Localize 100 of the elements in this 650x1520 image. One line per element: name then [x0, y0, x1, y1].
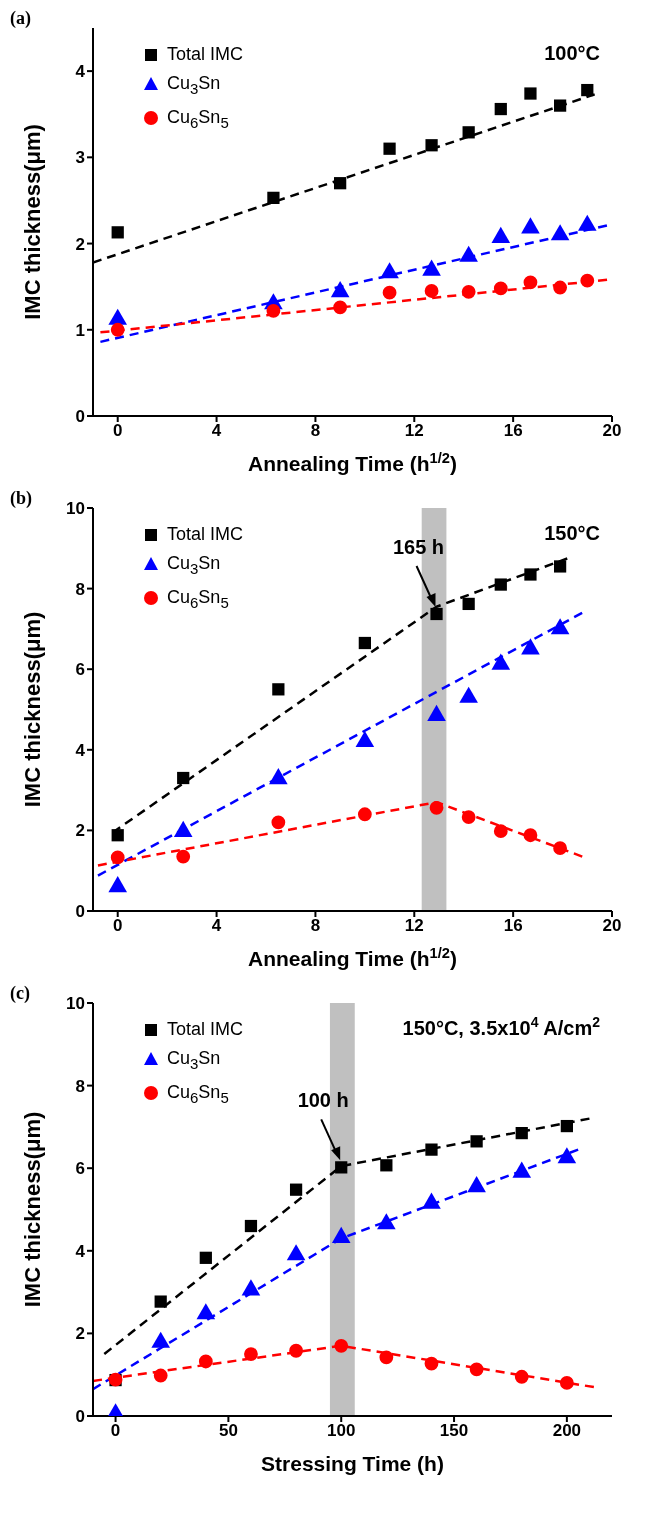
- point: [244, 1219, 258, 1233]
- legend-label: Cu$_{6}$Sn$_{5}$: [167, 1081, 229, 1106]
- point: [560, 1119, 573, 1133]
- annotation: 150°C: [544, 522, 600, 544]
- legend-label: Cu$_{3}$Sn: [167, 1048, 221, 1072]
- x-axis-title: Annealing Time (h$^{1/2}$): [247, 450, 458, 475]
- x-tick-label: 20: [602, 421, 622, 441]
- y-tick-label: 2: [75, 1324, 85, 1344]
- x-tick-label: 8: [310, 421, 321, 441]
- y-tick-label: 4: [75, 62, 86, 82]
- y-tick-label: 0: [75, 1407, 85, 1427]
- point: [198, 1354, 213, 1369]
- point: [523, 275, 538, 290]
- y-axis-title: IMC thickness(μm): [20, 124, 45, 320]
- point: [111, 829, 124, 842]
- point: [553, 841, 568, 856]
- x-tick-label: 12: [404, 421, 424, 441]
- x-tick-label: 4: [211, 421, 222, 441]
- point: [177, 771, 190, 785]
- y-tick-label: 0: [75, 902, 85, 922]
- x-tick-label: 20: [602, 916, 622, 936]
- point: [176, 849, 191, 864]
- legend-label: Total IMC: [167, 1019, 244, 1039]
- point: [289, 1183, 303, 1196]
- annotation: 100°C: [544, 42, 600, 64]
- legend-label: Total IMC: [167, 44, 244, 64]
- point: [493, 281, 508, 296]
- y-tick-label: 2: [75, 234, 85, 254]
- point: [199, 1251, 212, 1264]
- x-axis-title: Annealing Time (h$^{1/2}$): [247, 945, 458, 970]
- point: [429, 800, 444, 815]
- point: [111, 226, 124, 239]
- point: [335, 1161, 348, 1174]
- chart-title: (c): [10, 983, 30, 1004]
- y-tick-label: 4: [75, 1241, 86, 1261]
- y-tick-label: 10: [66, 499, 85, 519]
- y-tick-label: 8: [75, 579, 85, 599]
- y-tick-label: 10: [66, 994, 85, 1014]
- y-tick-label: 8: [75, 1076, 85, 1096]
- point: [334, 177, 347, 190]
- point: [334, 1338, 349, 1353]
- y-tick-label: 4: [75, 740, 86, 760]
- point: [244, 1347, 258, 1361]
- legend-label: Total IMC: [167, 524, 244, 544]
- point: [289, 1343, 303, 1358]
- point: [462, 597, 475, 611]
- y-tick-label: 2: [75, 821, 85, 841]
- point: [514, 1369, 529, 1384]
- y-axis-title: IMC thickness(μm): [20, 611, 45, 808]
- point: [271, 815, 286, 830]
- y-tick-label: 6: [75, 660, 85, 680]
- y-axis-title: IMC thickness(μm): [20, 1111, 45, 1308]
- legend-label: Cu$_{3}$Sn: [167, 553, 221, 577]
- point: [333, 300, 348, 315]
- point: [358, 636, 371, 650]
- point: [379, 1350, 394, 1365]
- x-tick-label: 0: [110, 1421, 121, 1441]
- chart-title: (b): [10, 488, 32, 509]
- point: [110, 850, 125, 865]
- point: [154, 1295, 167, 1308]
- point: [559, 1376, 574, 1390]
- point: [424, 1356, 439, 1371]
- annotation: 150°C, 3.5x10$^{4}$ A/cm$^{2}$: [402, 1014, 601, 1039]
- point: [580, 273, 595, 288]
- x-axis-title: Stressing Time (h): [261, 1452, 444, 1475]
- point: [515, 1126, 528, 1140]
- point: [470, 1135, 483, 1148]
- point: [493, 824, 508, 839]
- x-tick-label: 16: [503, 916, 523, 936]
- point: [430, 607, 443, 621]
- point: [462, 126, 475, 139]
- legend-label: Cu$_{3}$Sn: [167, 73, 221, 97]
- point: [553, 560, 567, 573]
- point: [110, 322, 125, 337]
- annotation: 100 h: [297, 1089, 349, 1112]
- chart-title: (a): [10, 8, 31, 29]
- point: [267, 191, 280, 204]
- point: [461, 284, 476, 299]
- point: [461, 810, 476, 824]
- point: [524, 568, 537, 581]
- point: [425, 1143, 438, 1156]
- x-tick-label: 0: [112, 916, 123, 936]
- point: [272, 683, 285, 696]
- point: [380, 1159, 393, 1172]
- y-tick-label: 0: [75, 407, 85, 427]
- y-tick-label: 1: [75, 320, 85, 340]
- point: [266, 303, 281, 318]
- legend-label: Cu$_{6}$Sn$_{5}$: [167, 586, 229, 611]
- point: [357, 807, 372, 822]
- annotation: 165 h: [392, 535, 445, 558]
- x-tick-label: 4: [211, 916, 222, 936]
- point: [524, 87, 537, 100]
- point: [494, 578, 507, 591]
- point: [153, 1368, 168, 1383]
- point: [424, 284, 439, 298]
- x-tick-label: 12: [404, 916, 424, 936]
- point: [553, 280, 568, 295]
- point: [382, 285, 397, 300]
- x-tick-label: 0: [112, 421, 123, 441]
- y-tick-label: 3: [75, 148, 85, 168]
